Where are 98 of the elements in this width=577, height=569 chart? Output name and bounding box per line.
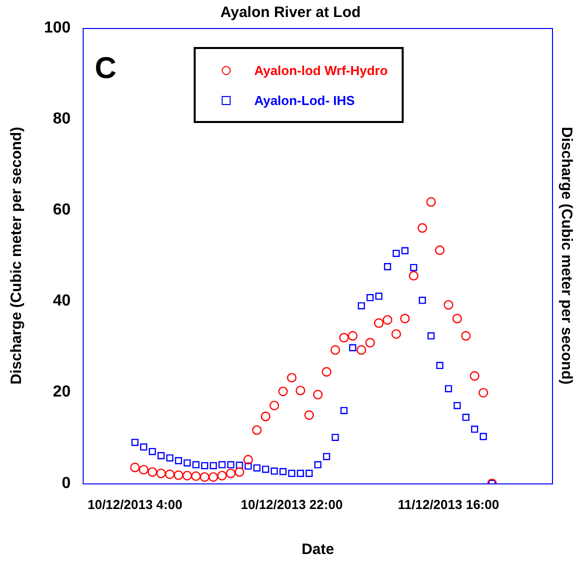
point bbox=[201, 462, 208, 470]
y-tick-label: 80 bbox=[52, 110, 71, 128]
legend-label: Ayalon-lod Wrf-Hydro bbox=[254, 62, 388, 78]
point bbox=[306, 470, 313, 477]
point bbox=[191, 471, 201, 481]
point bbox=[278, 386, 288, 396]
point bbox=[158, 452, 165, 460]
point bbox=[340, 406, 348, 414]
point bbox=[391, 329, 402, 339]
point bbox=[418, 223, 428, 233]
chart-title: Ayalon River at Lod bbox=[220, 4, 361, 22]
point bbox=[322, 367, 332, 377]
point bbox=[156, 468, 166, 478]
point bbox=[244, 462, 252, 470]
point bbox=[131, 438, 139, 446]
point bbox=[480, 432, 487, 440]
point bbox=[428, 332, 435, 340]
point bbox=[217, 470, 227, 480]
point bbox=[375, 292, 382, 300]
point bbox=[339, 332, 349, 342]
point bbox=[148, 467, 158, 477]
x-tick-label: 11/12/2013 16:00 bbox=[398, 496, 500, 512]
point bbox=[138, 464, 148, 475]
point bbox=[366, 294, 374, 302]
point bbox=[313, 390, 323, 400]
point bbox=[200, 472, 210, 482]
point bbox=[253, 464, 260, 472]
y-tick-label: 60 bbox=[52, 202, 71, 219]
point bbox=[356, 345, 366, 355]
point bbox=[418, 296, 426, 304]
point bbox=[358, 302, 365, 310]
point bbox=[471, 426, 478, 433]
point bbox=[270, 400, 280, 410]
point bbox=[322, 452, 330, 460]
x-tick-label: 10/12/2013 4:00 bbox=[88, 496, 182, 512]
point bbox=[426, 197, 436, 207]
point bbox=[454, 402, 461, 410]
point bbox=[210, 462, 217, 470]
point bbox=[140, 443, 148, 451]
point bbox=[444, 385, 452, 392]
point bbox=[296, 386, 306, 396]
annotation: C bbox=[94, 52, 116, 85]
point bbox=[384, 263, 392, 270]
point bbox=[410, 264, 418, 272]
point bbox=[332, 434, 339, 441]
y-tick-label: 40 bbox=[52, 292, 71, 310]
point bbox=[444, 300, 454, 310]
point bbox=[164, 469, 175, 480]
point bbox=[130, 462, 140, 472]
point bbox=[236, 462, 244, 469]
y-tick-label: 20 bbox=[52, 384, 71, 401]
x-tick-label: 10/12/2013 22:00 bbox=[240, 496, 343, 512]
point bbox=[452, 314, 462, 324]
point bbox=[148, 448, 156, 456]
point bbox=[208, 472, 218, 482]
y-tick-label: 0 bbox=[62, 474, 71, 492]
point bbox=[252, 425, 262, 435]
point bbox=[314, 461, 322, 468]
point bbox=[262, 466, 270, 473]
point bbox=[166, 454, 174, 462]
point bbox=[288, 470, 296, 477]
point bbox=[349, 344, 356, 352]
point bbox=[392, 250, 400, 257]
point bbox=[174, 457, 182, 464]
point bbox=[382, 315, 392, 325]
point bbox=[174, 470, 184, 480]
point bbox=[374, 318, 384, 328]
y-tick-label: 100 bbox=[44, 19, 71, 36]
point bbox=[243, 454, 253, 465]
point bbox=[408, 270, 418, 281]
point bbox=[182, 470, 192, 480]
point bbox=[270, 468, 278, 475]
point bbox=[286, 372, 297, 383]
point bbox=[478, 388, 488, 398]
point bbox=[401, 247, 409, 254]
point bbox=[218, 461, 226, 468]
point bbox=[365, 338, 375, 348]
point bbox=[461, 331, 471, 341]
point bbox=[234, 467, 244, 477]
y2-axis-title: Discharge (Cubic meter per second) bbox=[558, 126, 575, 384]
point bbox=[304, 410, 314, 420]
point bbox=[436, 362, 444, 370]
point bbox=[260, 412, 270, 422]
point bbox=[192, 461, 200, 468]
point bbox=[400, 314, 410, 324]
point bbox=[184, 459, 191, 466]
point bbox=[470, 371, 480, 381]
point bbox=[348, 331, 358, 341]
point bbox=[226, 468, 236, 478]
y-axis-title: Discharge (Cubic meter per second) bbox=[8, 126, 26, 384]
point bbox=[462, 414, 470, 421]
point bbox=[227, 461, 234, 468]
legend-label: Ayalon-Lod- IHS bbox=[254, 92, 355, 108]
point bbox=[330, 345, 340, 355]
x-axis-title: Date bbox=[302, 541, 334, 558]
point bbox=[279, 468, 287, 476]
point bbox=[434, 245, 445, 256]
point bbox=[296, 470, 304, 477]
